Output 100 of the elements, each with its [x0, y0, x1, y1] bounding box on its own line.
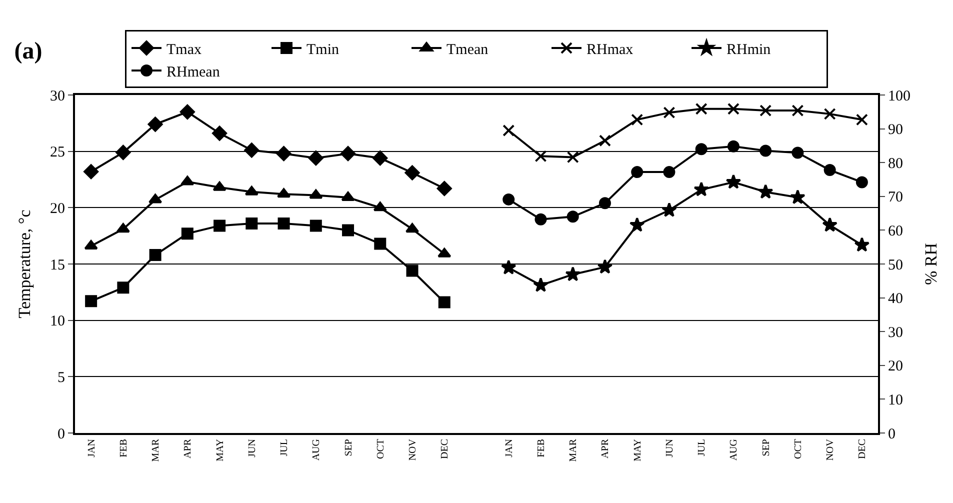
point: [534, 150, 547, 162]
point: [758, 184, 774, 199]
point: [84, 164, 99, 180]
x-tick-label: DEC: [440, 438, 451, 459]
point: [308, 150, 324, 166]
y2-tick-label: 40: [888, 291, 903, 308]
x-tick-label: MAR: [150, 438, 162, 462]
y2-tick-label: 70: [888, 190, 903, 206]
point: [695, 102, 708, 115]
point: [727, 102, 740, 115]
point: [404, 165, 420, 180]
point: [212, 126, 228, 141]
x-tick-label: FEB: [118, 438, 130, 458]
x-tick-label: JUN: [664, 439, 676, 458]
chart-title: (a): [14, 38, 42, 65]
x-tick-label: NOV: [408, 438, 419, 461]
x-tick-label: JAN: [504, 439, 515, 458]
point: [598, 134, 611, 147]
x-tick-label: MAR: [568, 438, 580, 462]
point: [246, 217, 258, 230]
legend-label: RHmin: [726, 42, 772, 58]
point: [727, 140, 740, 152]
point: [244, 142, 260, 158]
point: [212, 181, 226, 191]
y-tick-label: 15: [50, 257, 65, 274]
point: [792, 104, 804, 117]
x-tick-label: SEP: [760, 438, 772, 456]
point: [438, 296, 450, 308]
y2-tick-label: 20: [888, 358, 903, 375]
x-tick-label: JUL: [696, 439, 708, 456]
point: [148, 116, 163, 132]
legend-label: Tmean: [446, 42, 489, 58]
y2-tick-label: 30: [888, 324, 903, 341]
x-tick-label: OCT: [375, 439, 386, 459]
point: [277, 188, 291, 198]
point: [406, 264, 418, 277]
point: [373, 202, 387, 212]
y2-tick-label: 50: [888, 257, 903, 274]
x-tick-label: MAY: [632, 439, 644, 462]
point: [278, 217, 290, 230]
point: [856, 176, 868, 188]
point: [760, 144, 772, 157]
legend-label: RHmean: [166, 64, 220, 80]
y-tick-label: 30: [50, 88, 65, 104]
x-tick-label: DEC: [857, 438, 868, 459]
y2-axis-title: % RH: [921, 242, 940, 286]
x-tick-label: NOV: [825, 438, 836, 461]
point: [824, 164, 836, 176]
point: [341, 192, 355, 202]
point: [533, 277, 548, 292]
point: [631, 166, 644, 178]
point: [116, 144, 131, 160]
point: [180, 176, 194, 186]
point: [663, 166, 676, 178]
legend-label: RHmax: [586, 42, 634, 58]
point: [116, 223, 130, 233]
legend-label: Tmax: [166, 42, 202, 58]
point: [244, 186, 258, 196]
x-tick-label: JUL: [279, 439, 290, 456]
point: [760, 104, 772, 117]
point: [792, 146, 804, 159]
point: [374, 238, 386, 250]
y2-tick-label: 10: [888, 392, 903, 408]
point: [695, 143, 708, 156]
legend-label: Tmin: [306, 42, 340, 58]
y2-tick-label: 0: [888, 426, 896, 442]
point: [342, 224, 354, 236]
point: [726, 174, 742, 189]
point: [822, 217, 838, 232]
point: [438, 248, 452, 258]
point: [276, 146, 292, 162]
x-tick-label: FEB: [536, 438, 547, 458]
x-tick-label: SEP: [343, 438, 354, 456]
point: [824, 108, 836, 120]
y2-tick-label: 60: [888, 223, 903, 240]
point: [84, 240, 98, 250]
point: [566, 151, 579, 164]
point: [436, 181, 452, 196]
point: [662, 202, 677, 217]
point: [309, 189, 323, 199]
x-tick-label: AUG: [728, 439, 740, 461]
point: [181, 228, 194, 240]
y-axis-title: Temperature, °c: [15, 209, 34, 318]
x-tick-label: JAN: [86, 439, 98, 458]
point: [180, 104, 195, 120]
y2-tick-label: 90: [888, 122, 903, 138]
y-tick-label: 5: [58, 370, 65, 386]
point: [566, 210, 579, 223]
y-tick-label: 20: [50, 200, 65, 217]
y2-tick-label: 80: [888, 156, 903, 172]
point: [598, 197, 611, 210]
point: [629, 217, 645, 232]
point: [694, 182, 709, 196]
point: [148, 194, 162, 204]
point: [856, 114, 868, 126]
x-tick-label: APR: [600, 438, 612, 458]
x-tick-label: MAY: [214, 439, 226, 462]
x-tick-label: APR: [182, 438, 194, 458]
point: [631, 114, 644, 126]
y-tick-label: 25: [50, 144, 65, 161]
